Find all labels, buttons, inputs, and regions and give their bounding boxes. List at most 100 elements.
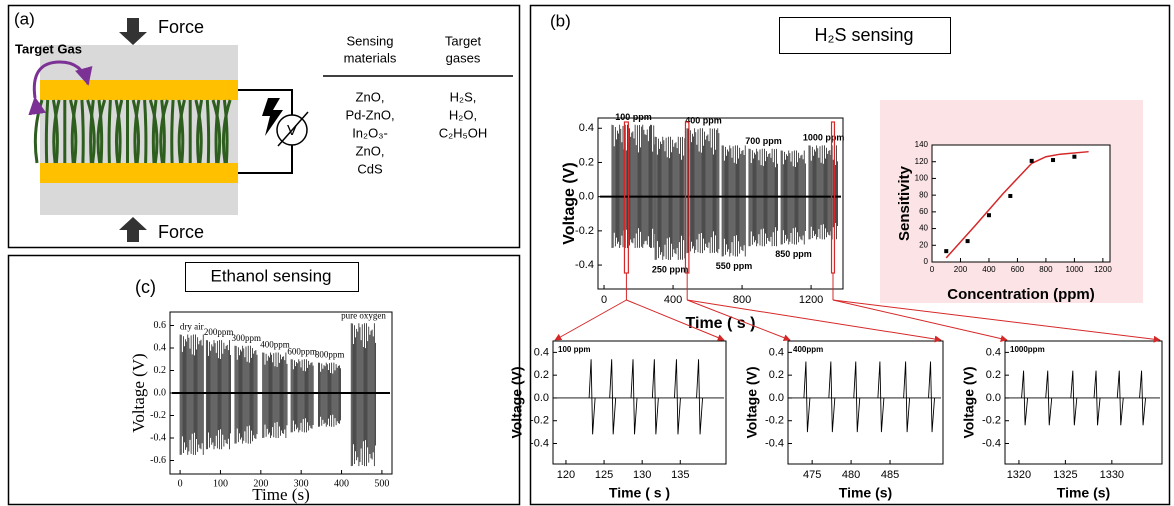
electrode xyxy=(40,80,238,100)
plot-frame xyxy=(1004,340,1163,465)
y-tick-label: -0.4 xyxy=(982,437,1001,449)
x-tick-label: 475 xyxy=(803,469,821,481)
chart: 0 100 200 300 400 500 -0.6 -0.4 -0.2 0.0 0.2 0.4 0.6… xyxy=(129,310,393,504)
pulse xyxy=(1070,370,1078,426)
force-label: Force xyxy=(158,222,204,242)
y-tick-label: 120 xyxy=(915,157,929,166)
meter-arrow xyxy=(277,111,309,147)
signal-burst xyxy=(686,128,720,254)
title-box xyxy=(779,17,951,54)
x-axis-label: Time ( s ) xyxy=(686,315,756,332)
nanowire xyxy=(89,99,95,164)
y-tick-label: 100 xyxy=(915,174,929,183)
zoom-connector xyxy=(626,299,725,341)
y-tick-label: 0.2 xyxy=(769,369,784,381)
y-tick-label: 0.2 xyxy=(154,365,167,376)
pulse xyxy=(1021,370,1029,426)
fit-line xyxy=(945,150,1089,259)
y-tick-label: 0.0 xyxy=(534,392,549,404)
data-point xyxy=(1051,158,1056,163)
chart: 0 200 400 600 800 1000 1200 0 20 40 60 80 100 120 140 C… xyxy=(896,140,1112,303)
data-point xyxy=(944,249,949,254)
burst-label: 100 ppm xyxy=(615,112,652,122)
y-tick-label: -0.2 xyxy=(982,415,1001,427)
data-point xyxy=(1072,154,1077,159)
y-tick-label: -0.2 xyxy=(765,415,784,427)
burst-label: 400ppm xyxy=(260,340,290,350)
burst-label: dry air xyxy=(180,322,204,332)
nanowire xyxy=(160,99,166,164)
signal-burst xyxy=(748,148,778,247)
electrode xyxy=(40,163,238,183)
nanowire xyxy=(148,99,159,164)
concentration-label: 1000ppm xyxy=(1010,345,1045,354)
x-tick-label: 0 xyxy=(178,478,183,489)
panel-title: H₂S sensing xyxy=(814,25,913,45)
plot-frame xyxy=(787,340,944,465)
y-tick-label: 0.4 xyxy=(769,346,784,358)
panel-a-frame xyxy=(7,4,521,249)
table-header: materials xyxy=(344,50,397,65)
gas-arrow xyxy=(28,60,93,116)
nanowire xyxy=(222,99,229,164)
y-tick-label: 0.6 xyxy=(154,320,167,331)
data-point xyxy=(1029,158,1034,163)
table-cell: In₂O₃- xyxy=(352,125,388,140)
target-gas-label: Target Gas xyxy=(15,41,82,56)
burst-label: pure oxygen xyxy=(341,310,386,320)
y-tick-label: -0.4 xyxy=(150,432,166,443)
y-tick-label: 20 xyxy=(919,240,928,249)
table-cell: H₂S, xyxy=(450,89,477,104)
nanowire xyxy=(107,99,112,164)
force-label: Force xyxy=(158,17,204,37)
y-tick-label: 0.4 xyxy=(579,122,594,134)
y-axis-label: Voltage (V) xyxy=(509,366,525,438)
y-axis-label: Voltage (V) xyxy=(561,162,578,244)
data-point xyxy=(986,213,991,218)
x-tick-label: 485 xyxy=(881,469,899,481)
nanowire xyxy=(114,99,122,164)
panel-label: (a) xyxy=(14,9,35,28)
x-tick-label: 400 xyxy=(982,265,996,274)
nanowire xyxy=(211,99,222,164)
burst-label: 1000 ppm xyxy=(803,133,845,143)
panel-label: (b) xyxy=(550,11,571,30)
table-header: Sensing xyxy=(347,33,394,48)
signal-burst xyxy=(654,136,686,260)
pulse xyxy=(828,361,836,433)
zoom-connector xyxy=(686,299,791,341)
signal-burst xyxy=(179,334,204,455)
table-cell: C₂H₅OH xyxy=(439,125,488,140)
zoom-connector xyxy=(832,299,1161,343)
panel-b-frame xyxy=(529,4,1171,506)
pulse xyxy=(674,359,681,435)
nanowire xyxy=(177,99,185,164)
nanowire xyxy=(221,99,232,164)
nanowire xyxy=(194,99,203,164)
y-tick-label: 0.4 xyxy=(534,346,549,358)
signal-burst xyxy=(318,362,341,427)
chart: 1320 1325 1330 -0.4 -0.2 0.0 0.2 0.4 Time (s) Vol… xyxy=(961,340,1163,501)
burst-label: 700 ppm xyxy=(745,136,782,146)
burst-label: 800ppm xyxy=(315,350,345,360)
nanowire xyxy=(96,99,107,164)
pulse xyxy=(588,359,596,435)
x-tick-label: 100 xyxy=(213,478,228,489)
y-axis-label: Sensitivity xyxy=(896,165,913,241)
y-tick-label: -0.4 xyxy=(530,437,549,449)
x-tick-label: 130 xyxy=(633,469,651,481)
signal-burst xyxy=(234,345,258,444)
plot-frame xyxy=(931,144,1111,263)
signal-burst xyxy=(350,323,376,467)
panel-label: (c) xyxy=(135,277,156,297)
signal-burst xyxy=(611,124,656,248)
panel-title: Ethanol sensing xyxy=(211,266,332,285)
signal-burst xyxy=(262,352,288,438)
burst-label: 250 ppm xyxy=(652,264,689,274)
y-tick-label: 0.0 xyxy=(579,191,594,203)
y-tick-label: -0.2 xyxy=(150,410,166,421)
circuit-wire xyxy=(238,89,293,174)
pulse xyxy=(630,359,638,435)
x-tick-label: 0 xyxy=(601,294,607,306)
